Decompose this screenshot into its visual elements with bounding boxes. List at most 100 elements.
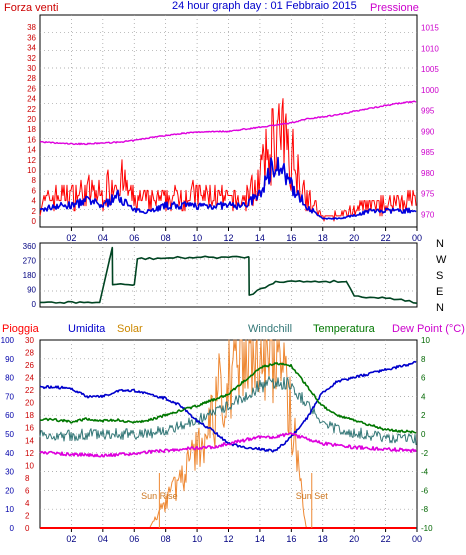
rain-tick-label: 26: [25, 361, 34, 370]
temperature-tick-label: -4: [421, 468, 429, 477]
left-axis-tick-label: 30: [27, 64, 36, 73]
humidity-tick-label: 80: [5, 374, 14, 383]
wind-right-label: Pressione: [370, 2, 419, 14]
temperature-tick-label: -2: [421, 449, 429, 458]
temperature-line: [39, 362, 417, 434]
x-tick-label: 12: [223, 534, 233, 544]
left-axis-tick-label: 12: [27, 156, 36, 165]
temperature-tick-label: 10: [421, 336, 430, 345]
right-axis-tick-label: 990: [421, 127, 435, 136]
left-axis-tick-label: 34: [27, 44, 36, 53]
left-axis-tick-label: 0: [32, 217, 37, 226]
left-axis-tick-label: 14: [27, 146, 36, 155]
x-tick-label: 20: [349, 534, 359, 544]
humidity-tick-label: 10: [5, 505, 14, 514]
rain-tick-label: 18: [25, 411, 34, 420]
temperature-tick-label: 0: [421, 430, 426, 439]
rain-tick-label: 2: [25, 511, 30, 520]
right-axis-tick-label: 1015: [421, 23, 439, 32]
windchill-line: [39, 376, 417, 446]
temperature-tick-label: -8: [421, 505, 429, 514]
compass-label: W: [436, 254, 447, 266]
temperature-tick-label: 4: [421, 392, 426, 401]
temperature-tick-label: 6: [421, 374, 426, 383]
x-tick-label: 18: [318, 233, 328, 243]
rain-tick-label: 4: [25, 499, 30, 508]
humidity-tick-label: 70: [5, 392, 14, 401]
wind-gust-line: [39, 98, 417, 222]
rain-tick-label: 8: [25, 474, 30, 483]
humidity-tick-label: 30: [5, 468, 14, 477]
x-tick-label: 16: [286, 534, 296, 544]
x-tick-label: 10: [192, 233, 202, 243]
x-tick-label: 02: [66, 534, 76, 544]
humidity-tick-label: 0: [10, 524, 15, 533]
right-axis-tick-label: 970: [421, 211, 435, 220]
wind-left-label: Forza venti: [4, 2, 58, 14]
direction-tick-label: 270: [23, 257, 37, 266]
solar-label: Solar: [117, 323, 143, 335]
right-axis-tick-label: 975: [421, 190, 435, 199]
sunrise-label: Sun Rise: [141, 491, 178, 501]
x-tick-label: 12: [223, 233, 233, 243]
direction-tick-label: 90: [27, 286, 36, 295]
x-tick-label: 00: [412, 233, 422, 243]
right-axis-tick-label: 985: [421, 148, 435, 157]
temperature-tick-label: -10: [421, 524, 433, 533]
x-tick-label: 18: [318, 534, 328, 544]
humidity-label: Umidita: [68, 323, 106, 335]
direction-tick-label: 0: [32, 300, 37, 309]
direction-tick-label: 360: [23, 242, 37, 251]
left-axis-tick-label: 28: [27, 74, 36, 83]
x-tick-label: 22: [381, 534, 391, 544]
left-axis-tick-label: 32: [27, 54, 36, 63]
humidity-tick-label: 20: [5, 486, 14, 495]
rain-tick-label: 30: [25, 336, 34, 345]
left-axis-tick-label: 26: [27, 84, 36, 93]
rain-tick-label: 16: [25, 424, 34, 433]
x-tick-label: 06: [129, 233, 139, 243]
right-axis-tick-label: 1000: [421, 86, 439, 95]
rain-tick-label: 20: [25, 399, 34, 408]
left-axis-tick-label: 6: [32, 186, 37, 195]
left-axis-tick-label: 36: [27, 33, 36, 42]
left-axis-tick-label: 20: [27, 115, 36, 124]
compass-label: E: [436, 286, 443, 298]
left-axis-tick-label: 8: [32, 176, 37, 185]
wind-speed-line: [39, 156, 417, 220]
humidity-tick-label: 100: [1, 336, 15, 345]
x-tick-label: 04: [98, 233, 108, 243]
left-axis-tick-label: 18: [27, 125, 36, 134]
x-tick-label: 04: [98, 534, 108, 544]
rain-tick-label: 24: [25, 374, 34, 383]
left-axis-tick-label: 10: [27, 166, 36, 175]
compass-label: N: [436, 238, 444, 250]
left-axis-tick-label: 24: [27, 95, 36, 104]
rain-tick-label: 10: [25, 461, 34, 470]
x-tick-label: 20: [349, 233, 359, 243]
windchill-label: Windchill: [248, 323, 292, 335]
rain-tick-label: 6: [25, 486, 30, 495]
temperature-label: Temperatura: [313, 323, 376, 335]
dewpoint-label: Dew Point (°C): [392, 323, 465, 335]
chart-title: 24 hour graph day : 01 Febbraio 2015: [172, 0, 357, 12]
rain-label: Pioggia: [2, 323, 40, 335]
x-tick-label: 14: [255, 534, 265, 544]
right-axis-tick-label: 1005: [421, 65, 439, 74]
left-axis-tick-label: 2: [32, 207, 37, 216]
x-tick-label: 08: [161, 534, 171, 544]
compass-label: N: [436, 302, 444, 314]
temperature-tick-label: 8: [421, 355, 426, 364]
compass-label: S: [436, 270, 443, 282]
left-axis-tick-label: 16: [27, 135, 36, 144]
pressure-line: [39, 100, 417, 146]
humidity-tick-label: 50: [5, 430, 14, 439]
wind-direction-line: [40, 246, 418, 305]
rain-tick-label: 12: [25, 449, 34, 458]
left-axis-tick-label: 38: [27, 23, 36, 32]
humidity-tick-label: 90: [5, 355, 14, 364]
x-tick-label: 14: [255, 233, 265, 243]
rain-tick-label: 0: [25, 524, 30, 533]
rain-tick-label: 22: [25, 386, 34, 395]
